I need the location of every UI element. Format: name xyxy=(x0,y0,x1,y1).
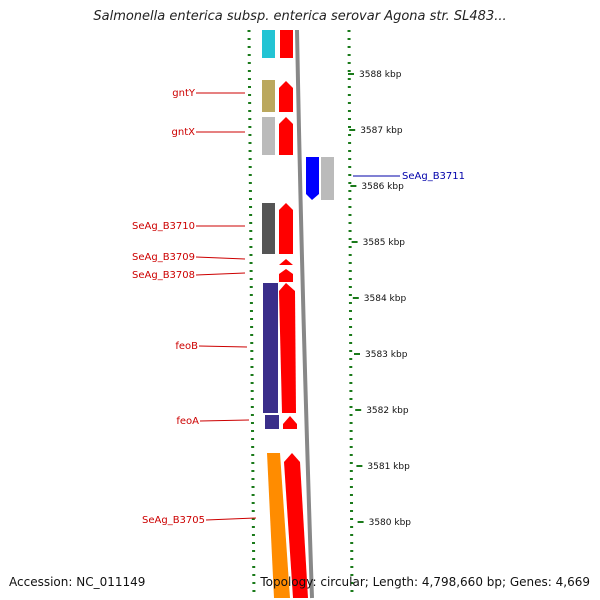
cds-feoa xyxy=(283,416,297,429)
gene-label-leader xyxy=(199,419,250,422)
scale-tick-label: 3580 kbp xyxy=(369,518,412,528)
cds-seag-b3705 xyxy=(284,453,308,598)
cds-seag-b3709 xyxy=(279,259,293,265)
scale-tick-label: 3582 kbp xyxy=(366,406,409,416)
gene-blocks xyxy=(262,30,290,598)
scale-tick-label: 3583 kbp xyxy=(365,350,408,360)
gc-ring-right xyxy=(347,29,354,599)
forward-strand-features xyxy=(279,30,308,598)
reverse-strand-features xyxy=(306,157,334,200)
gene-block-top-cyan xyxy=(262,30,275,58)
genome-backbone xyxy=(295,29,314,599)
gene-block-seag-b3710 xyxy=(262,203,275,254)
gene-label[interactable]: feoB xyxy=(175,341,198,352)
gene-label-leader xyxy=(195,256,246,260)
gene-block-feob xyxy=(263,283,278,413)
accession-text: Accession: NC_011149 xyxy=(9,575,146,589)
gene-block-gntx xyxy=(262,117,275,155)
gene-label-leader xyxy=(195,272,246,276)
gene-label[interactable]: gntX xyxy=(172,127,196,138)
cds-seag-b3711 xyxy=(306,157,319,200)
gene-block-feoa xyxy=(265,415,279,429)
cds-feob xyxy=(279,283,296,413)
gene-label[interactable]: SeAg_B3709 xyxy=(132,252,195,263)
gene-label[interactable]: feoA xyxy=(176,416,199,427)
gene-label[interactable]: SeAg_B3705 xyxy=(142,515,205,526)
cds-gntx xyxy=(279,117,293,155)
scale-tick-label: 3587 kbp xyxy=(360,126,403,136)
gene-label[interactable]: SeAg_B3708 xyxy=(132,270,195,281)
gene-label[interactable]: SeAg_B3710 xyxy=(132,221,195,232)
cds-seag-b3710 xyxy=(279,203,293,254)
cds-gnty xyxy=(279,81,293,112)
scale-tick-label: 3586 kbp xyxy=(361,182,404,192)
scale-tick-label: 3585 kbp xyxy=(363,238,406,248)
gc-ring-left xyxy=(247,29,256,599)
scale-tick-label: 3584 kbp xyxy=(364,294,407,304)
map-title: Salmonella enterica subsp. enterica sero… xyxy=(93,9,507,24)
cds-seag-b3708 xyxy=(279,269,293,282)
gene-label-leader xyxy=(205,517,257,521)
gene-label[interactable]: SeAg_B3711 xyxy=(402,171,465,182)
genome-stats-text: Topology: circular; Length: 4,798,660 bp… xyxy=(260,575,590,589)
scale-tick-label: 3588 kbp xyxy=(359,70,402,80)
scale-axis: 3588 kbp 3587 kbp 3586 kbp 3585 kbp 3584 kbp… xyxy=(348,70,411,528)
cds-top xyxy=(280,30,293,58)
cds-seag-b3711-shadow xyxy=(321,157,334,200)
gene-label[interactable]: gntY xyxy=(172,88,196,99)
gene-block-seag-b3705 xyxy=(267,453,290,598)
gene-block-gnty xyxy=(262,80,275,112)
gene-label-group: gntY gntX SeAg_B3711 SeAg_B3710 SeAg_B3709 Se… xyxy=(132,88,465,526)
gene-label-leader xyxy=(198,345,248,348)
scale-tick-label: 3581 kbp xyxy=(367,462,410,472)
